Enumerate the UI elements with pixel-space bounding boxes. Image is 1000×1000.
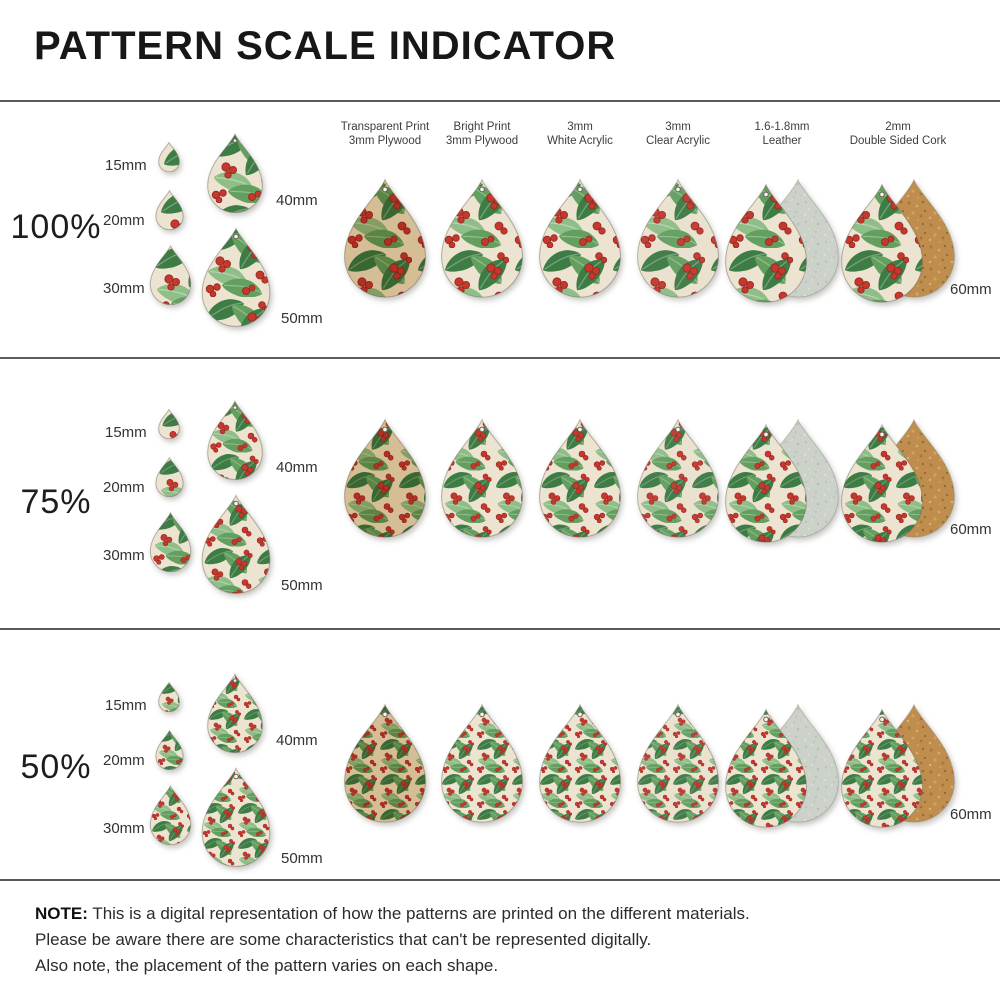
teardrop-50mm — [201, 227, 271, 327]
size-label-50mm: 50mm — [281, 850, 323, 867]
teardrop-60mm-transparent — [344, 703, 426, 823]
size-label-60mm: 60mm — [950, 806, 992, 823]
teardrop-15mm — [158, 409, 180, 439]
size-label-40mm: 40mm — [276, 459, 318, 476]
size-label-20mm: 20mm — [103, 212, 145, 229]
teardrop-60mm-clear — [637, 178, 719, 298]
teardrop-30mm — [149, 245, 192, 305]
scale-percent-label: 50% — [20, 748, 92, 786]
size-label-15mm: 15mm — [105, 424, 147, 441]
material-column-header: 3mm Clear Acrylic — [646, 121, 710, 147]
divider-row2-row3 — [0, 628, 1000, 630]
size-label-20mm: 20mm — [103, 752, 145, 769]
teardrop-20mm — [155, 457, 184, 497]
teardrop-60mm-transparent — [344, 178, 426, 298]
teardrop-50mm — [201, 494, 271, 594]
note-heading: NOTE: — [35, 904, 88, 923]
scale-percent-label: 75% — [20, 483, 92, 521]
size-label-20mm: 20mm — [103, 479, 145, 496]
material-column-header: 1.6-1.8mm Leather — [754, 121, 810, 147]
note-block: NOTE: This is a digital representation o… — [35, 901, 750, 979]
teardrop-50mm — [201, 767, 271, 867]
teardrop-60mm-bright — [441, 703, 523, 823]
size-label-40mm: 40mm — [276, 192, 318, 209]
teardrop-60mm-white — [539, 418, 621, 538]
scale-row-75pct: 75% 15mm 20mm 30mm 40mm 50mm 60mm — [0, 357, 1000, 628]
teardrop-30mm — [149, 785, 192, 845]
teardrop-60mm-leather — [725, 178, 839, 303]
teardrop-60mm-bright — [441, 178, 523, 298]
teardrop-60mm-bright — [441, 418, 523, 538]
size-label-30mm: 30mm — [103, 547, 145, 564]
material-column-header: 3mm White Acrylic — [547, 121, 613, 147]
size-label-60mm: 60mm — [950, 521, 992, 538]
size-label-50mm: 50mm — [281, 310, 323, 327]
teardrop-60mm-white — [539, 703, 621, 823]
material-column-header: 2mm Double Sided Cork — [849, 121, 947, 147]
material-column-header: Bright Print 3mm Plywood — [445, 121, 519, 147]
size-label-60mm: 60mm — [950, 281, 992, 298]
size-label-30mm: 30mm — [103, 280, 145, 297]
size-label-50mm: 50mm — [281, 577, 323, 594]
teardrop-60mm-cork — [841, 178, 955, 303]
size-label-15mm: 15mm — [105, 697, 147, 714]
scale-percent-label: 100% — [10, 208, 102, 246]
divider-bottom — [0, 879, 1000, 881]
divider-row1-row2 — [0, 357, 1000, 359]
teardrop-60mm-leather — [725, 703, 839, 828]
scale-row-50pct: 50% 15mm 20mm 30mm 40mm 50mm 60mm — [0, 628, 1000, 879]
teardrop-30mm — [149, 512, 192, 572]
size-label-30mm: 30mm — [103, 820, 145, 837]
size-label-40mm: 40mm — [276, 732, 318, 749]
note-line-2: Please be aware there are some character… — [35, 930, 652, 949]
teardrop-40mm — [207, 673, 263, 753]
teardrop-15mm — [158, 682, 180, 712]
teardrop-60mm-leather — [725, 418, 839, 543]
teardrop-60mm-cork — [841, 418, 955, 543]
teardrop-40mm — [207, 133, 263, 213]
divider-top — [0, 100, 1000, 102]
scale-row-100pct: 100% Transparent Print 3mm Plywood Bright P… — [0, 100, 1000, 357]
teardrop-20mm — [155, 190, 184, 230]
note-line-1: NOTE: This is a digital representation o… — [35, 904, 750, 923]
material-column-header: Transparent Print 3mm Plywood — [340, 121, 430, 147]
note-line-3: Also note, the placement of the pattern … — [35, 956, 499, 975]
page-title: PATTERN SCALE INDICATOR — [34, 24, 617, 68]
teardrop-15mm — [158, 142, 180, 172]
teardrop-60mm-transparent — [344, 418, 426, 538]
teardrop-60mm-clear — [637, 418, 719, 538]
teardrop-20mm — [155, 730, 184, 770]
size-label-15mm: 15mm — [105, 157, 147, 174]
teardrop-40mm — [207, 400, 263, 480]
teardrop-60mm-cork — [841, 703, 955, 828]
teardrop-60mm-white — [539, 178, 621, 298]
teardrop-60mm-clear — [637, 703, 719, 823]
